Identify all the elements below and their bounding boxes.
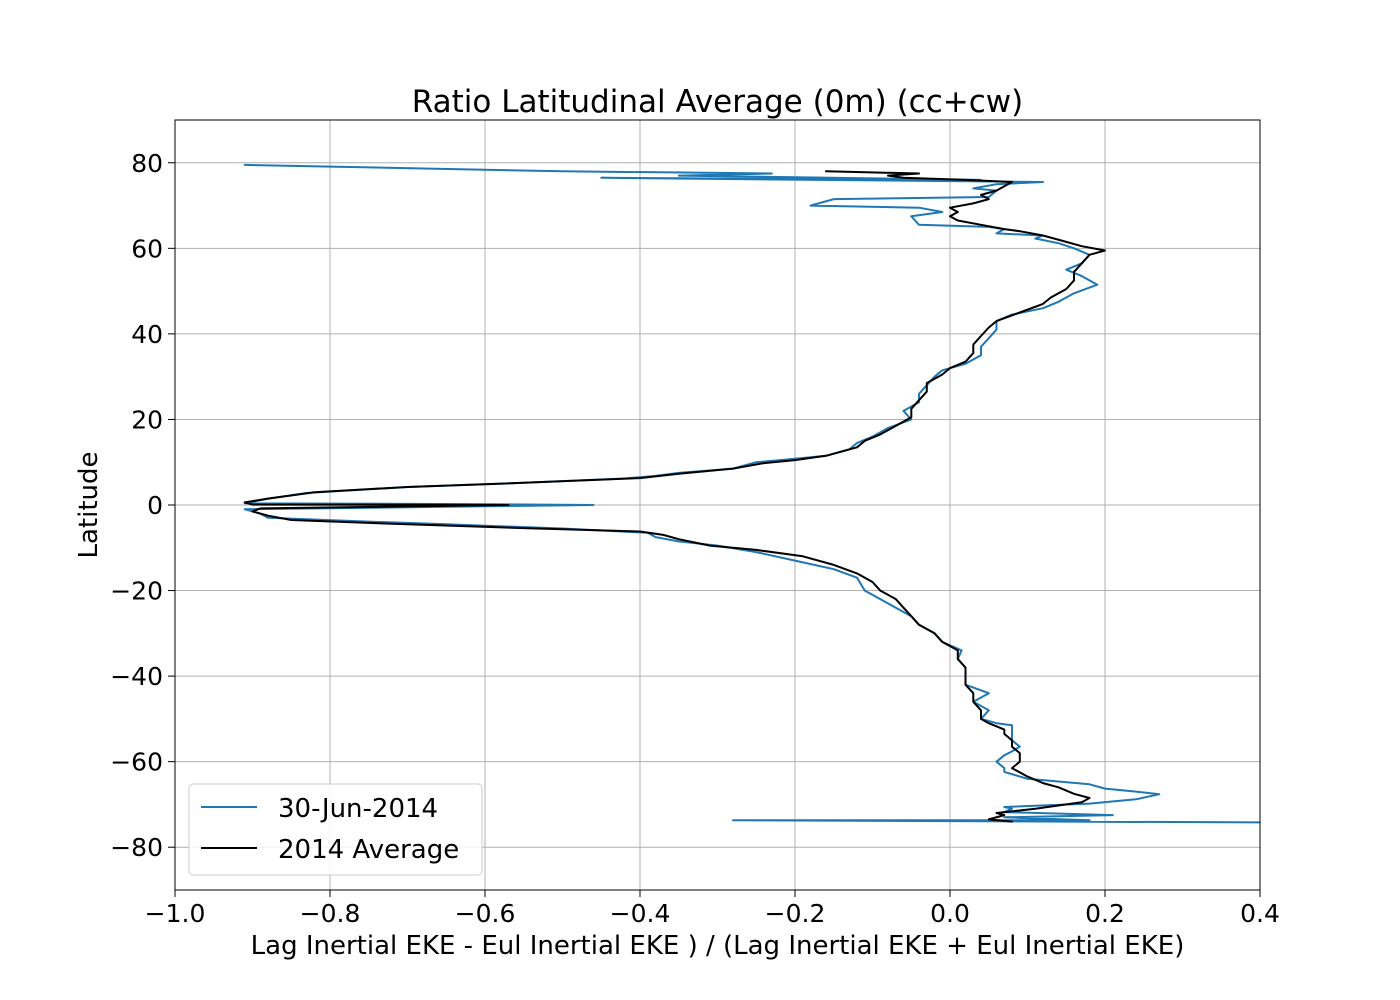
y-tick-label-80: 80 [131,149,163,178]
x-axis-label: Lag Inertial EKE - Eul Inertial EKE ) / … [251,931,1185,961]
x-axis-ticks: −1.0 −0.8 −0.6 −0.4 −0.2 0.0 0.2 0.4 [145,890,1280,928]
x-tick-label-minus-1-0: −1.0 [145,899,206,928]
x-tick-label-minus-0-8: −0.8 [300,899,361,928]
y-tick-label-minus-60: −60 [110,748,163,777]
y-tick-label-0: 0 [147,491,163,520]
x-tick-label-minus-0-4: −0.4 [610,899,671,928]
legend: 30-Jun-2014 2014 Average [188,783,483,876]
y-tick-label-minus-40: −40 [110,662,163,691]
x-tick-label-0-4: 0.4 [1240,899,1280,928]
x-tick-label-0-2: 0.2 [1085,899,1125,928]
series-line-2014-average [243,170,1106,823]
y-tick-label-minus-20: −20 [110,577,163,606]
series-lines [243,163,1260,824]
x-tick-label-minus-0-2: −0.2 [765,899,826,928]
legend-label-30-jun-2014: 30-Jun-2014 [278,794,438,824]
y-axis-label: Latitude [74,451,104,558]
x-tick-label-minus-0-6: −0.6 [455,899,516,928]
y-tick-label-minus-80: −80 [110,833,163,862]
legend-box [188,783,483,876]
y-tick-label-40: 40 [131,320,163,349]
y-tick-label-60: 60 [131,234,163,263]
y-axis-ticks: −80 −60 −40 −20 0 20 40 60 80 [110,149,175,862]
y-tick-label-20: 20 [131,405,163,434]
legend-label-2014-average: 2014 Average [278,835,459,865]
x-tick-label-0-0: 0.0 [930,899,970,928]
chart-title: Ratio Latitudinal Average (0m) (cc+cw) [412,84,1023,120]
